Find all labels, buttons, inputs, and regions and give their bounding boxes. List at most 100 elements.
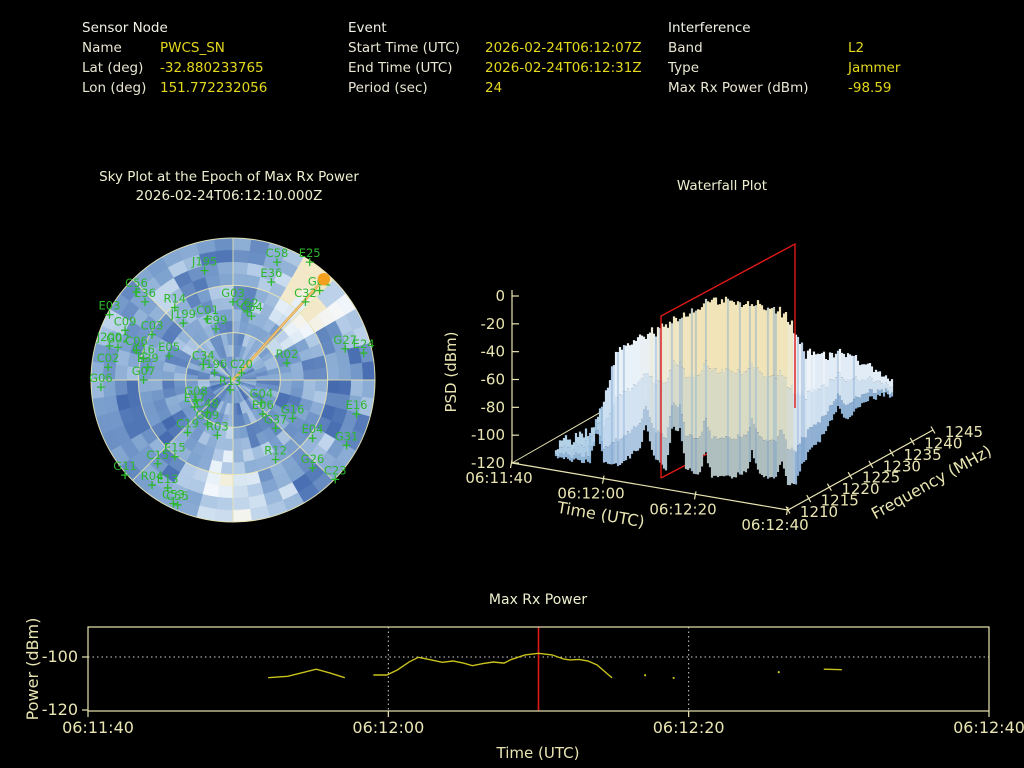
waterfall-zlabel: PSD (dBm): [442, 331, 460, 412]
satellite-label: C34: [192, 348, 215, 362]
satellite-label: G31: [335, 429, 359, 443]
satellite-label: E05: [158, 340, 180, 354]
satellite-label: J196: [201, 357, 227, 371]
satellite-label: C53: [162, 488, 185, 502]
satellite-label: G02: [106, 331, 130, 345]
skyplot-title-line2: 2026-02-24T06:12:10.000Z: [135, 188, 323, 204]
satellite-label: E04: [302, 422, 324, 436]
satellite-marker: [104, 363, 113, 372]
timeseries-xlabel: Time (UTC): [496, 744, 580, 762]
satellite-marker: [282, 358, 291, 367]
satellite-marker: [210, 368, 219, 377]
satellite-marker: [148, 481, 157, 490]
satellite-marker: [273, 258, 282, 267]
type-label: Type: [668, 60, 700, 76]
satellite-label: C99: [205, 313, 228, 327]
satellite-marker: [143, 363, 152, 372]
satellite-label: G04: [250, 387, 274, 401]
timeseries-title: Max Rx Power: [489, 592, 587, 608]
satellite-marker: [183, 428, 192, 437]
satellite-marker: [257, 398, 266, 407]
satellite-marker: [308, 464, 317, 473]
satellite-label: R04: [141, 469, 164, 483]
satellite-marker: [200, 266, 209, 275]
svg-text:1235: 1235: [903, 446, 941, 464]
satellite-label: E25: [299, 246, 321, 260]
series-point: [644, 674, 647, 677]
satellite-marker: [170, 452, 179, 461]
name-value: PWCS_SN: [160, 40, 225, 56]
satellite-marker: [229, 297, 237, 306]
satellite-label: R14: [163, 292, 186, 306]
satellite-marker: [190, 402, 199, 411]
satellite-marker: [203, 420, 212, 429]
skyplot-title: Sky Plot at the Epoch of Max Rx Power 20…: [46, 168, 412, 206]
satellite-label: E03: [99, 299, 121, 313]
svg-text:06:12:40: 06:12:40: [953, 718, 1024, 737]
satellite-label: C55: [166, 489, 189, 503]
satellite-label: J200: [96, 330, 122, 344]
satellite-label: C02: [97, 351, 120, 365]
svg-text:06:12:20: 06:12:20: [653, 718, 725, 737]
satellite-label: E36: [134, 286, 156, 300]
satellite-label: G07: [132, 364, 156, 378]
satellite-label: E36: [260, 266, 282, 280]
satellite-label: R12: [264, 444, 287, 458]
type-value: Jammer: [848, 60, 901, 76]
svg-text:-100: -100: [471, 426, 505, 444]
satellite-label: C06: [125, 334, 148, 348]
satellite-label: J195: [191, 255, 217, 269]
satellite-marker: [359, 349, 368, 358]
svg-text:1210: 1210: [800, 503, 838, 521]
satellite-marker: [305, 258, 314, 267]
event-title: Event: [348, 20, 387, 36]
sensor-node-panel: Sensor Node Name PWCS_SN Lat (deg) -32.880…: [82, 18, 267, 98]
satellite-marker: [331, 475, 340, 484]
svg-text:1215: 1215: [821, 492, 859, 510]
satellite-label: G27: [333, 333, 357, 347]
timeseries-ylabel: Power (dBm): [23, 618, 42, 721]
svg-text:06:12:20: 06:12:20: [649, 500, 716, 518]
satellite-label: C62: [236, 296, 259, 310]
satellite-marker: [211, 324, 220, 333]
sensor-node-title: Sensor Node: [82, 20, 168, 36]
satellite-label: E06: [252, 398, 274, 412]
satellite-marker: [203, 314, 212, 323]
max-rx-power-chart: Max Rx Power Power (dBm) Time (UTC) 06:11:4…: [23, 592, 1024, 762]
satellite-label: G03: [221, 286, 245, 300]
satellite-label: C20: [230, 357, 253, 371]
epoch-slice-plane: [660, 242, 796, 478]
waterfall-chart: 0 -20 -40 -60 -80 -100 -120 PSD (dBm) 06:11:40 06…: [442, 242, 995, 530]
satellite-label: C01: [196, 303, 219, 317]
jammer-dot: [317, 272, 331, 286]
satellite-marker: [153, 459, 162, 468]
satellite-marker: [341, 344, 350, 353]
series-line: [373, 652, 613, 679]
satellite-marker: [113, 343, 122, 352]
satellite-marker: [308, 434, 317, 443]
max-rx-power-value: -98.59: [848, 80, 892, 96]
name-label: Name: [82, 40, 122, 56]
satellite-label: C64: [240, 300, 263, 314]
satellite-label: C15: [146, 448, 169, 462]
svg-text:-120: -120: [42, 700, 78, 719]
satellite-marker: [271, 424, 280, 433]
lon-label: Lon (deg): [82, 80, 147, 96]
satellite-label: G09: [196, 408, 220, 422]
satellite-marker: [258, 410, 267, 419]
svg-text:-80: -80: [481, 398, 506, 416]
svg-text:06:12:00: 06:12:00: [352, 718, 424, 737]
satellite-marker: [105, 310, 114, 319]
end-time-value: 2026-02-24T06:12:31Z: [485, 60, 642, 76]
svg-text:1240: 1240: [924, 434, 962, 452]
series-line: [823, 668, 842, 671]
satellite-label: G37: [264, 412, 288, 426]
band-value: L2: [848, 40, 865, 56]
svg-text:-120: -120: [471, 454, 505, 472]
satellite-marker: [132, 287, 141, 296]
satellite-label: E13: [157, 472, 179, 486]
satellite-label: G11: [113, 459, 137, 473]
satellite-marker: [226, 385, 235, 394]
satellite-marker: [247, 312, 256, 321]
svg-text:06:12:00: 06:12:00: [557, 485, 624, 503]
